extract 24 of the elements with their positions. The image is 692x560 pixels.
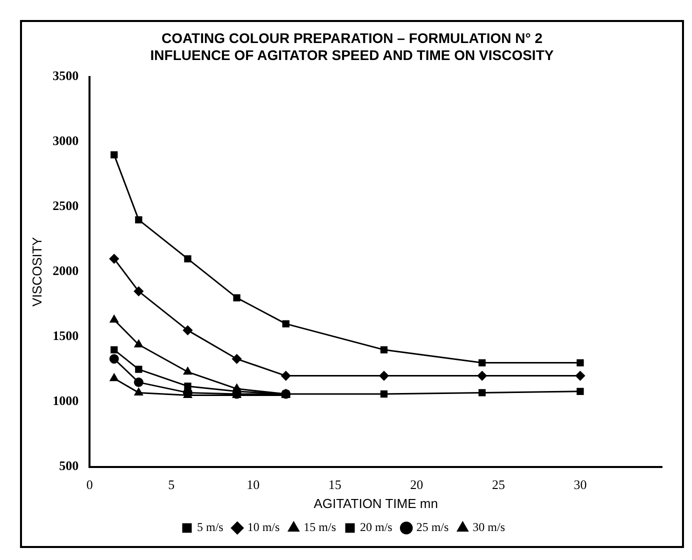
- x-axis-title: AGITATION TIME mn: [314, 496, 438, 511]
- legend-label: 10 m/s: [247, 520, 280, 534]
- chart-subtitle: INFLUENCE OF AGITATOR SPEED AND TIME ON VISCOSITY: [149, 47, 555, 64]
- y-tick-label: 1500: [52, 328, 79, 344]
- legend-label: 15 m/s: [304, 520, 336, 534]
- y-tick-label: 1000: [52, 393, 79, 408]
- legend-label: 5 m/s: [196, 520, 224, 534]
- y-tick-label: 500: [59, 458, 79, 474]
- legend-label: 20 m/s: [360, 520, 393, 534]
- chart-title: COATING COLOUR PREPARATION – FORMULATION N° 2: [160, 30, 544, 47]
- y-tick-label: 2500: [52, 198, 79, 214]
- x-tick-label: 30: [574, 477, 587, 492]
- y-tick-label: 3500: [52, 68, 79, 84]
- legend-label: 30 m/s: [472, 520, 506, 534]
- y-tick-label: 2000: [52, 263, 79, 278]
- legend-label: 25 m/s: [416, 520, 450, 534]
- x-tick-label: 25: [492, 477, 505, 492]
- x-tick-label: 15: [328, 477, 342, 492]
- x-tick-label: 0: [86, 477, 93, 492]
- x-tick-label: 10: [246, 477, 260, 492]
- y-axis-title: VISCOSITY: [29, 236, 44, 306]
- x-tick-label: 20: [410, 477, 424, 492]
- x-tick-label: 5: [168, 477, 175, 492]
- y-tick-label: 3000: [52, 133, 79, 148]
